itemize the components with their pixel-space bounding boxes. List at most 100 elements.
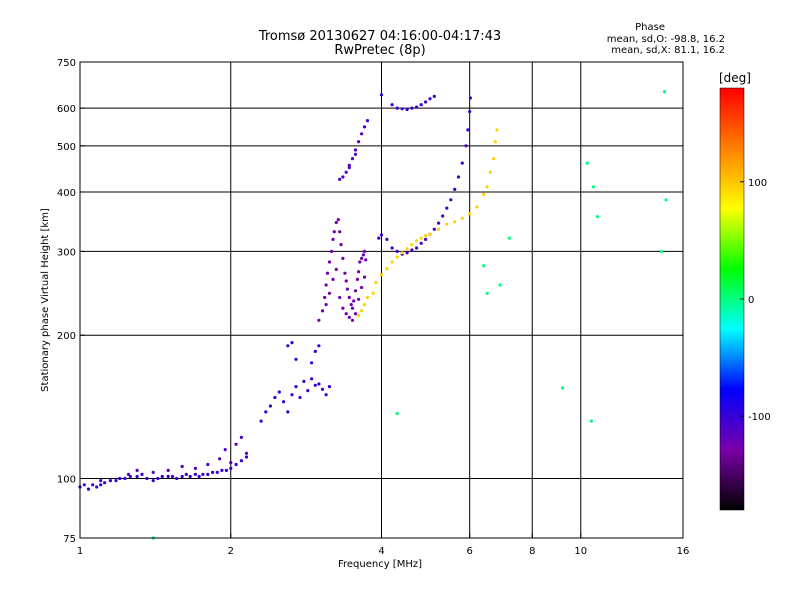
data-point <box>663 90 667 94</box>
series-group <box>317 218 368 322</box>
data-point <box>379 273 384 277</box>
data-point <box>362 125 367 129</box>
data-point <box>324 393 328 397</box>
data-point <box>345 287 349 291</box>
data-point <box>395 255 399 259</box>
data-point <box>424 233 428 238</box>
colorbar-ticks: 100 0 -100 <box>740 178 771 423</box>
data-point <box>428 97 432 101</box>
data-point <box>234 442 238 446</box>
series-group <box>357 128 499 318</box>
data-point <box>229 466 233 470</box>
data-point <box>218 457 222 461</box>
data-point <box>350 318 355 322</box>
series-group <box>151 90 668 540</box>
data-point <box>294 357 298 361</box>
data-point <box>353 152 358 156</box>
data-point <box>595 215 600 219</box>
x-tick-label: 1 <box>77 546 83 557</box>
data-point <box>338 230 342 234</box>
data-point <box>341 175 345 179</box>
data-point <box>371 291 375 295</box>
data-point <box>492 157 496 161</box>
data-point <box>362 303 367 307</box>
phase-info-heading: Phase <box>635 22 665 33</box>
data-point <box>128 474 132 479</box>
chart-subtitle: RwPretec (8p) <box>334 43 425 58</box>
data-point <box>331 277 335 281</box>
colorbar-tick-label: 100 <box>748 178 767 189</box>
x-axis-label: Frequency [MHz] <box>338 559 422 570</box>
data-point <box>428 232 432 236</box>
data-point <box>347 315 351 319</box>
data-point <box>456 175 461 179</box>
data-point <box>313 383 317 387</box>
data-point <box>286 344 290 348</box>
data-point <box>320 387 325 391</box>
data-point <box>239 459 243 463</box>
data-point <box>344 312 348 316</box>
data-point <box>206 462 210 467</box>
data-point <box>374 281 378 285</box>
data-point <box>445 222 449 226</box>
y-tick-label: 75 <box>63 534 76 545</box>
data-point <box>453 187 457 191</box>
phase-info-o: mean, sd,O: -98.8, 16.2 <box>607 34 725 45</box>
data-point <box>223 448 227 452</box>
data-point <box>385 267 389 271</box>
data-point <box>234 462 238 467</box>
data-point <box>302 379 306 383</box>
data-point <box>86 487 91 491</box>
chart-title: Tromsø 20130627 04:16:00-04:17:43 <box>258 29 501 44</box>
data-point <box>91 483 95 487</box>
data-point <box>349 303 353 307</box>
data-point <box>114 479 118 483</box>
data-point <box>325 271 330 275</box>
data-point <box>273 395 277 400</box>
data-point <box>400 251 404 255</box>
data-point <box>585 161 589 165</box>
data-point <box>495 128 499 132</box>
data-point <box>95 485 99 489</box>
data-point <box>332 230 336 234</box>
data-point <box>350 306 355 310</box>
series-group <box>379 93 436 112</box>
data-point <box>310 377 314 381</box>
data-point <box>445 206 449 210</box>
data-point <box>379 233 384 237</box>
data-point <box>103 481 107 485</box>
data-point <box>357 270 361 274</box>
data-point <box>377 236 381 240</box>
data-point <box>343 271 347 275</box>
data-point <box>344 279 348 283</box>
series-group <box>338 119 370 181</box>
data-point <box>156 476 160 481</box>
data-point <box>341 256 345 260</box>
data-point <box>664 198 668 202</box>
data-point <box>352 299 356 303</box>
data-point <box>460 216 464 220</box>
data-point <box>193 472 197 476</box>
data-point <box>405 247 409 251</box>
data-point <box>108 479 112 483</box>
data-point <box>264 410 268 414</box>
series-group <box>259 341 332 423</box>
data-point <box>362 249 367 253</box>
data-point <box>419 241 423 245</box>
data-point <box>424 100 428 104</box>
colorbar-tick-label: -100 <box>748 412 771 423</box>
data-point <box>357 297 361 301</box>
y-tick-label: 100 <box>57 475 76 486</box>
data-point <box>334 220 338 225</box>
data-point <box>118 476 122 481</box>
data-point <box>385 237 389 241</box>
data-point <box>660 249 664 253</box>
data-point <box>410 106 414 110</box>
data-point <box>166 474 170 479</box>
series-group <box>99 435 249 483</box>
data-point <box>360 285 364 290</box>
data-point <box>175 476 179 481</box>
data-point <box>290 341 294 345</box>
data-point <box>498 283 502 287</box>
